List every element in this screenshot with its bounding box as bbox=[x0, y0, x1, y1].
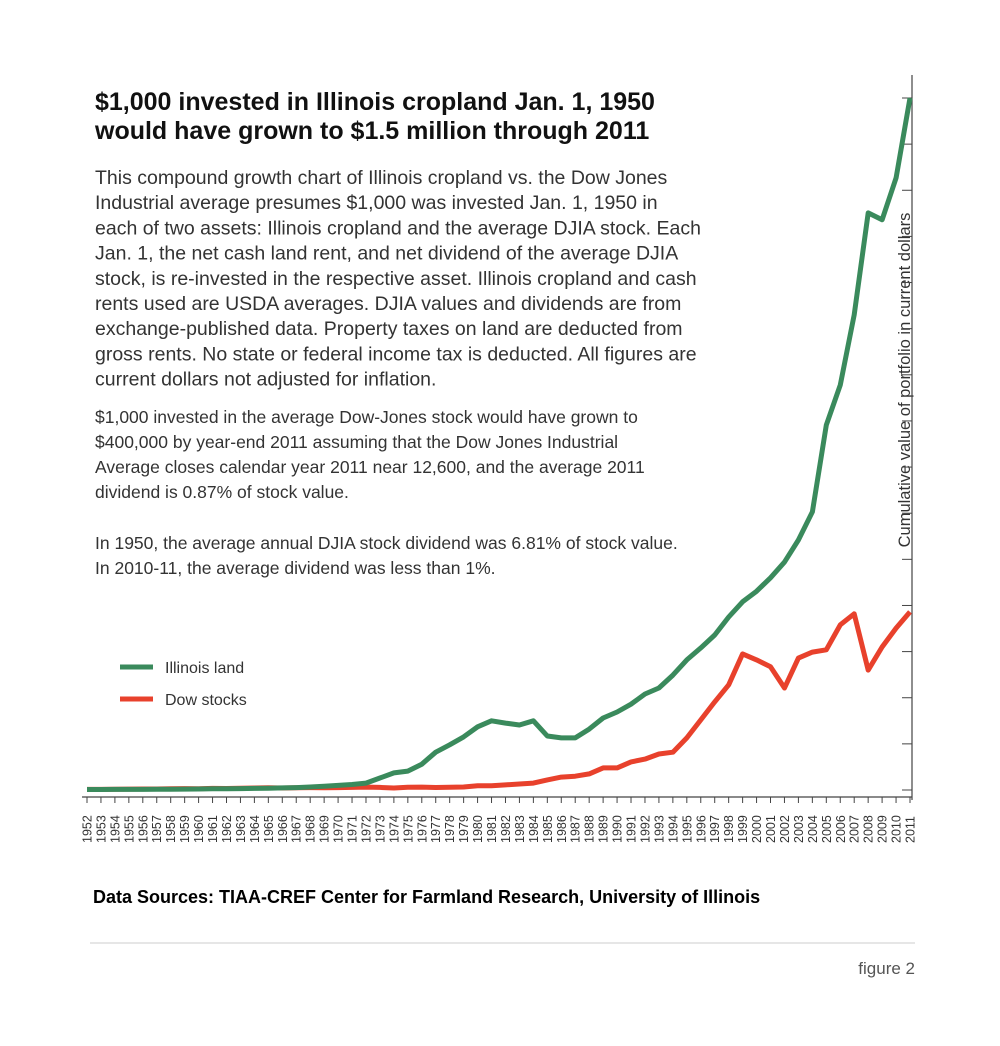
x-tick-label: 2003 bbox=[792, 815, 806, 843]
x-tick-label: 1998 bbox=[722, 815, 736, 843]
x-tick-label: 1969 bbox=[318, 815, 332, 843]
x-tick-label: 1985 bbox=[541, 815, 555, 843]
legend-label: Illinois land bbox=[165, 660, 244, 677]
x-tick-label: 1986 bbox=[555, 815, 569, 843]
x-tick-label: 1962 bbox=[220, 815, 234, 843]
x-tick-label: 1955 bbox=[122, 815, 136, 843]
annotation: $400,000 by year-end 2011 assuming that … bbox=[95, 432, 618, 452]
x-tick-label: 1961 bbox=[206, 815, 220, 843]
x-tick-label: 2005 bbox=[820, 815, 834, 843]
annotation: dividend is 0.87% of stock value. bbox=[95, 482, 349, 502]
annotation: rents used are USDA averages. DJIA value… bbox=[95, 293, 681, 315]
x-tick-label: 1972 bbox=[359, 815, 373, 843]
annotation: Industrial average presumes $1,000 was i… bbox=[95, 192, 658, 214]
x-tick-label: 1988 bbox=[583, 815, 597, 843]
x-tick-label: 1957 bbox=[150, 815, 164, 843]
x-tick-label: 2004 bbox=[806, 815, 820, 843]
x-tick-label: 1977 bbox=[429, 815, 443, 843]
x-tick-label: 1963 bbox=[234, 815, 248, 843]
x-tick-label: 1975 bbox=[401, 815, 415, 843]
x-tick-label: 2010 bbox=[890, 815, 904, 843]
x-tick-label: 1974 bbox=[387, 815, 401, 843]
legend-label: Dow stocks bbox=[165, 692, 247, 709]
x-tick-label: 1967 bbox=[290, 815, 304, 843]
x-tick-label: 1996 bbox=[694, 815, 708, 843]
annotation: $1,000 invested in the average Dow-Jones… bbox=[95, 407, 638, 427]
x-tick-label: 1971 bbox=[346, 815, 360, 843]
x-tick-label: 1979 bbox=[457, 815, 471, 843]
x-tick-label: 1990 bbox=[611, 815, 625, 843]
x-tick-label: 2011 bbox=[904, 816, 918, 843]
x-tick-label: 1976 bbox=[415, 815, 429, 843]
x-tick-label: 1994 bbox=[666, 815, 680, 843]
x-tick-label: 1952 bbox=[81, 815, 95, 843]
annotation: current dollars not adjusted for inflati… bbox=[95, 369, 436, 391]
x-tick-label: 1983 bbox=[513, 815, 527, 843]
x-tick-label: 1995 bbox=[680, 815, 694, 843]
x-tick-label: 1973 bbox=[373, 815, 387, 843]
x-tick-label: 1980 bbox=[471, 815, 485, 843]
figure-label: figure 2 bbox=[858, 959, 915, 978]
x-tick-label: 1959 bbox=[178, 815, 192, 843]
annotation: exchange-published data. Property taxes … bbox=[95, 318, 683, 340]
x-tick-label: 1991 bbox=[625, 815, 639, 843]
y-axis-label: Cumulative value of portfolio in current… bbox=[896, 213, 914, 548]
chart-title: $1,000 invested in Illinois cropland Jan… bbox=[95, 88, 655, 116]
annotation: In 1950, the average annual DJIA stock d… bbox=[95, 533, 678, 553]
x-tick-label: 1964 bbox=[248, 815, 262, 843]
x-tick-label: 1997 bbox=[708, 815, 722, 843]
x-tick-label: 1953 bbox=[94, 815, 108, 843]
x-tick-label: 1989 bbox=[597, 815, 611, 843]
x-tick-label: 2007 bbox=[848, 815, 862, 843]
x-tick-label: 1968 bbox=[304, 815, 318, 843]
x-tick-label: 1958 bbox=[164, 815, 178, 843]
x-tick-label: 1992 bbox=[638, 815, 652, 843]
x-tick-label: 1965 bbox=[262, 815, 276, 843]
x-tick-label: 1981 bbox=[485, 815, 499, 843]
annotation: In 2010-11, the average dividend was les… bbox=[95, 558, 496, 578]
x-tick-label: 1956 bbox=[136, 815, 150, 843]
source: Data Sources: TIAA-CREF Center for Farml… bbox=[93, 887, 760, 907]
series-line bbox=[87, 97, 913, 792]
x-tick-label: 1954 bbox=[108, 815, 122, 843]
annotation: each of two assets: Illinois cropland an… bbox=[95, 217, 701, 239]
x-tick-label: 2006 bbox=[834, 815, 848, 843]
x-tick-label: 2002 bbox=[778, 815, 792, 843]
x-tick-label: 2009 bbox=[876, 815, 890, 843]
x-tick-label: 1978 bbox=[443, 815, 457, 843]
annotation: gross rents. No state or federal income … bbox=[95, 343, 697, 365]
x-tick-label: 1984 bbox=[527, 815, 541, 843]
x-tick-label: 1999 bbox=[736, 815, 750, 843]
x-tick-label: 1987 bbox=[569, 815, 583, 843]
annotation: Jan. 1, the net cash land rent, and net … bbox=[95, 243, 678, 265]
x-tick-label: 1966 bbox=[276, 815, 290, 843]
x-tick-label: 1982 bbox=[499, 815, 513, 843]
x-tick-label: 2000 bbox=[750, 815, 764, 843]
annotation: This compound growth chart of Illinois c… bbox=[95, 167, 668, 189]
x-tick-label: 2001 bbox=[764, 815, 778, 843]
x-tick-label: 1970 bbox=[332, 815, 346, 843]
x-tick-label: 2008 bbox=[862, 815, 876, 843]
x-tick-label: 1993 bbox=[652, 815, 666, 843]
x-tick-label: 1960 bbox=[192, 815, 206, 843]
chart-title: would have grown to $1.5 million through… bbox=[94, 117, 649, 145]
annotation: stock, is re-invested in the respective … bbox=[95, 268, 697, 290]
annotation: Average closes calendar year 2011 near 1… bbox=[95, 457, 645, 477]
